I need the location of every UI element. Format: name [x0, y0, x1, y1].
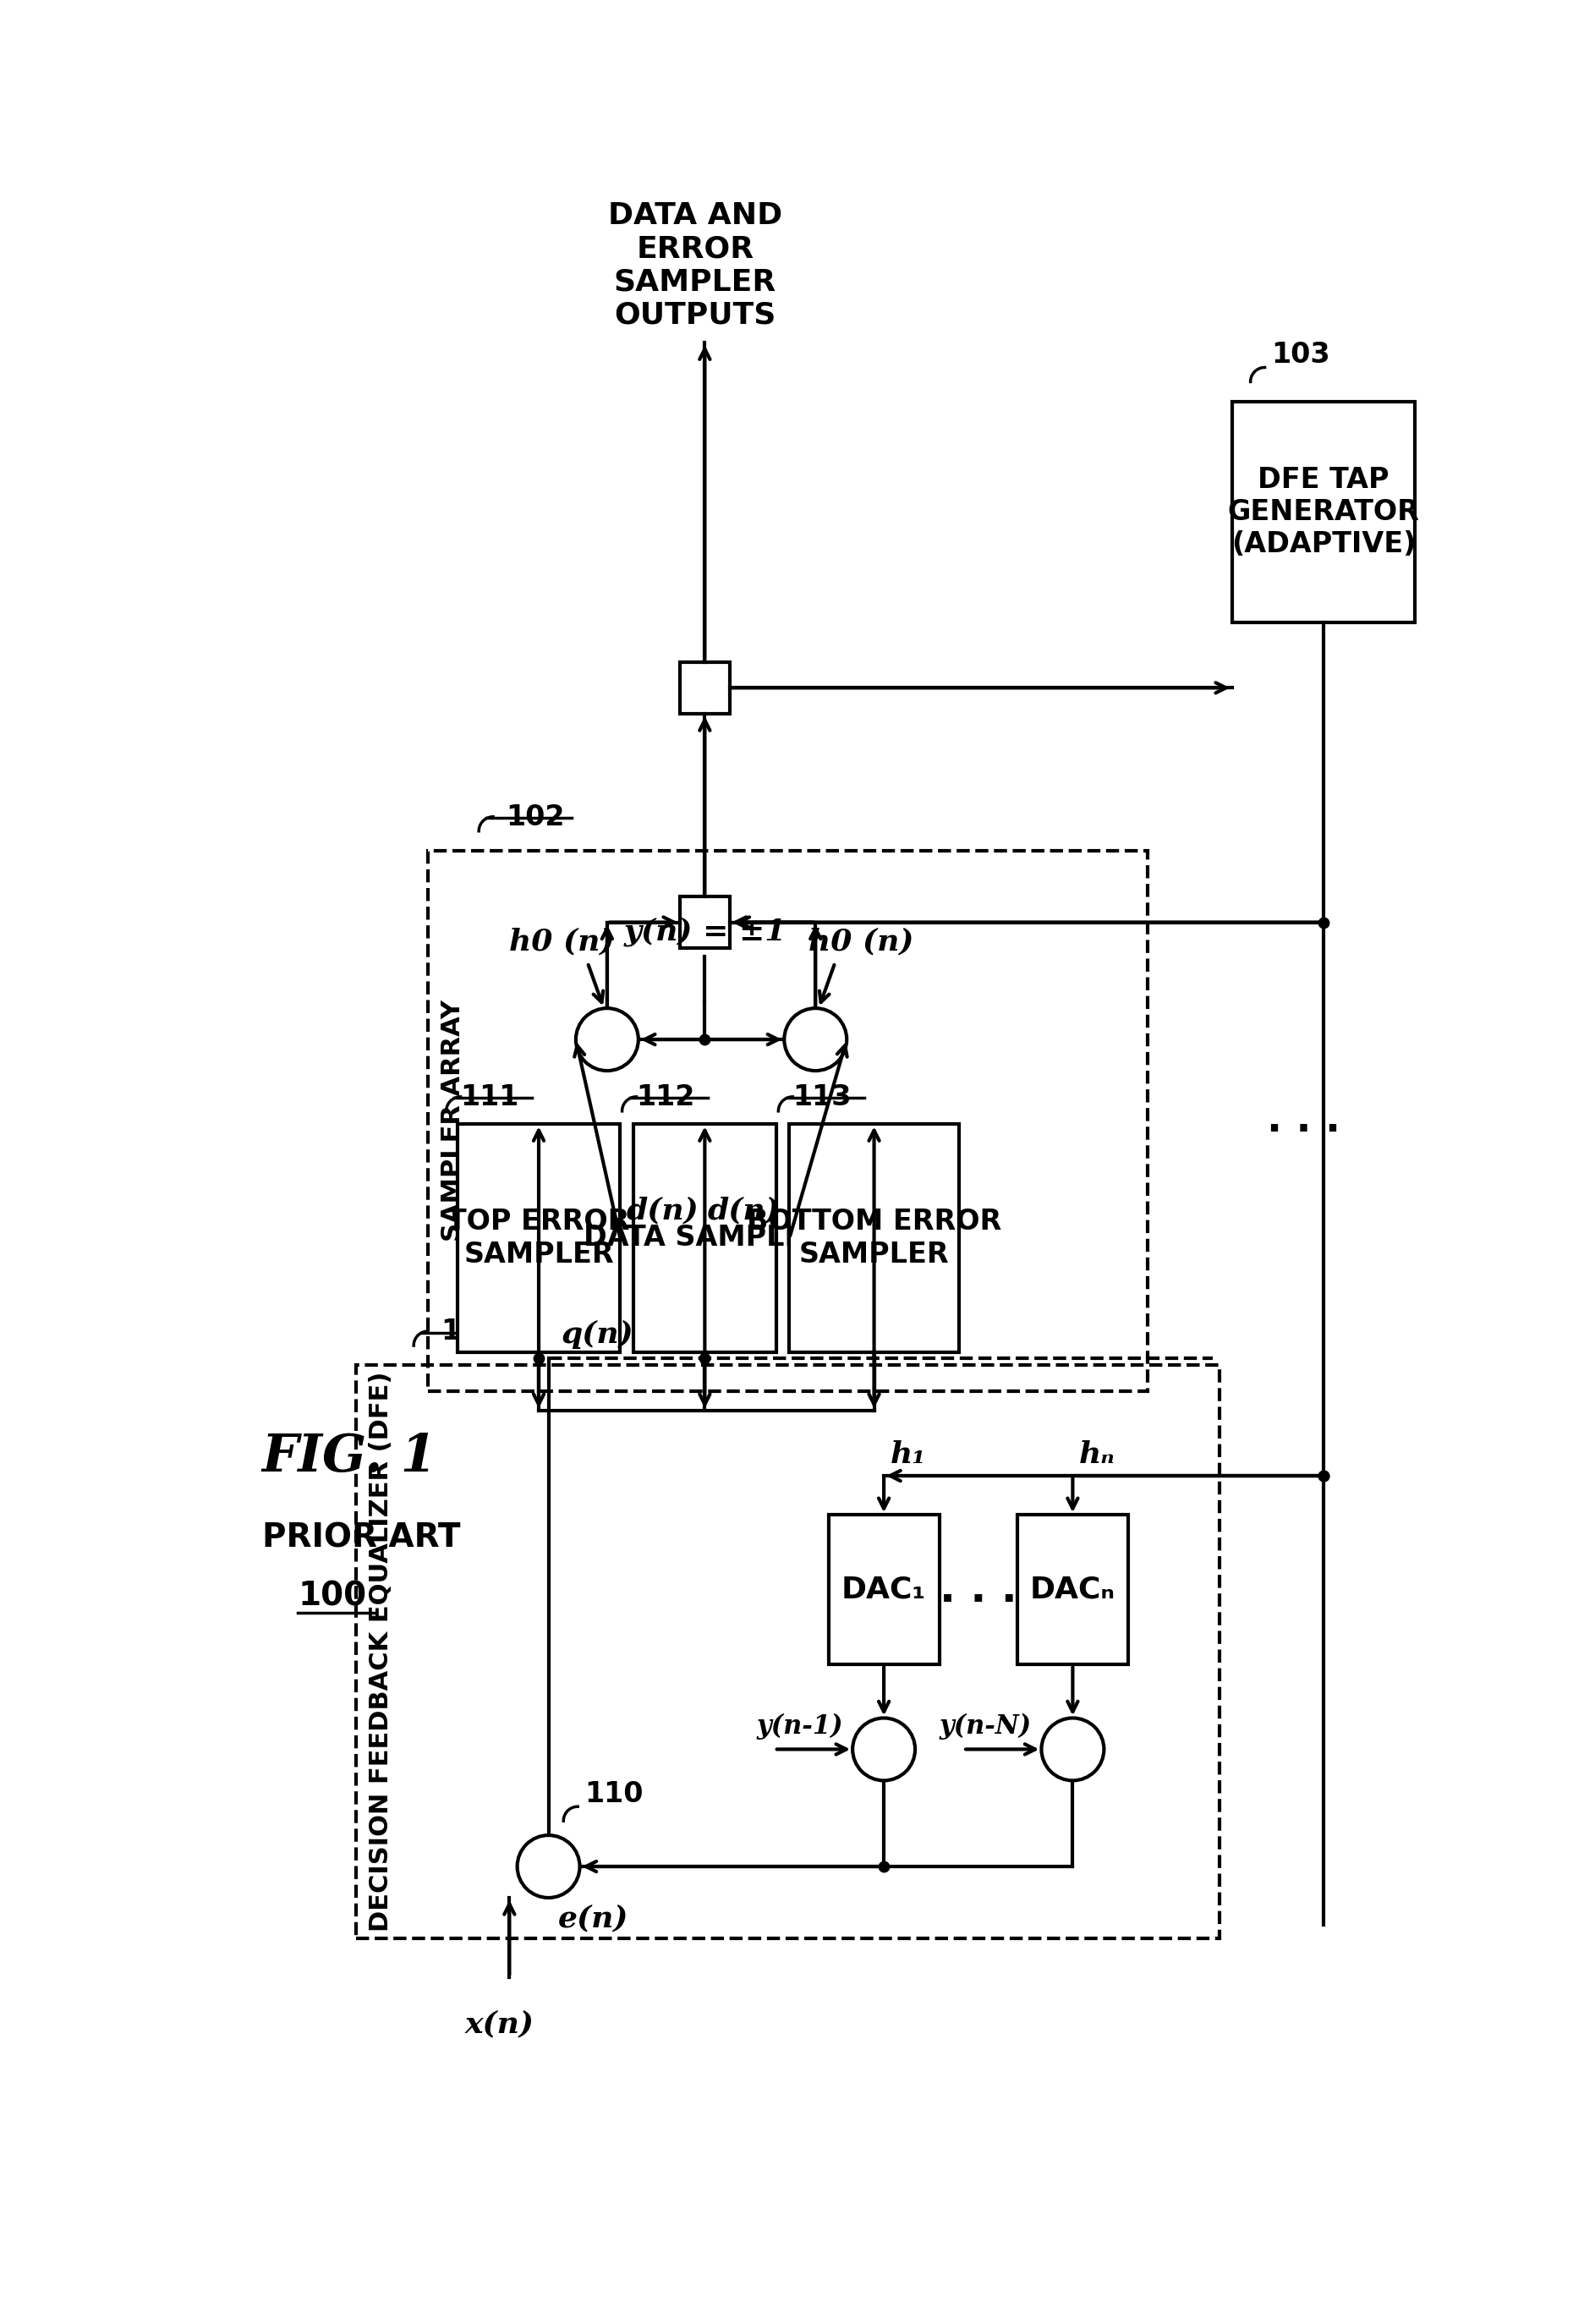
Text: DAC₁: DAC₁	[842, 1576, 927, 1604]
Circle shape	[853, 1717, 916, 1780]
Text: X: X	[1059, 1731, 1086, 1766]
Text: hₙ: hₙ	[1080, 1441, 1115, 1469]
Text: X: X	[802, 1023, 829, 1057]
Text: DFE TAP
GENERATOR
(ADAPTIVE): DFE TAP GENERATOR (ADAPTIVE)	[1228, 465, 1420, 558]
Bar	[679, 662, 729, 713]
Text: 103: 103	[1271, 342, 1330, 370]
Text: y(n) = ±1: y(n) = ±1	[624, 918, 786, 946]
Text: y(n-N): y(n-N)	[939, 1713, 1032, 1738]
Text: h0 (n): h0 (n)	[809, 927, 914, 955]
Circle shape	[785, 1009, 847, 1071]
Bar	[427, 851, 1147, 1392]
Text: PRIOR ART: PRIOR ART	[262, 1522, 461, 1555]
Text: +: +	[533, 1845, 565, 1882]
Text: SAMPLER ARRAY: SAMPLER ARRAY	[440, 999, 466, 1241]
Text: X: X	[871, 1731, 898, 1766]
Bar	[356, 1364, 1219, 1938]
Text: d(n): d(n)	[707, 1197, 780, 1225]
Text: 111: 111	[461, 1083, 520, 1111]
Text: TOP ERROR
SAMPLER: TOP ERROR SAMPLER	[448, 1208, 630, 1269]
Bar	[679, 897, 729, 948]
Circle shape	[517, 1836, 579, 1899]
Text: X: X	[593, 1023, 620, 1057]
Bar	[1018, 1515, 1128, 1664]
Text: BOTTOM ERROR
SAMPLER: BOTTOM ERROR SAMPLER	[746, 1208, 1002, 1269]
Text: 112: 112	[636, 1083, 695, 1111]
Text: FIG. 1: FIG. 1	[262, 1432, 437, 1483]
Bar	[633, 1125, 777, 1353]
Bar	[790, 1125, 959, 1353]
Text: 110: 110	[584, 1780, 643, 1808]
Bar	[1233, 402, 1415, 623]
Text: e(n): e(n)	[558, 1903, 628, 1934]
Text: q(n): q(n)	[561, 1320, 635, 1348]
Text: h0 (n): h0 (n)	[509, 927, 614, 955]
Bar	[828, 1515, 939, 1664]
Text: . . .: . . .	[939, 1569, 1018, 1611]
Circle shape	[576, 1009, 638, 1071]
Bar	[458, 1125, 620, 1353]
Text: 100: 100	[298, 1580, 367, 1613]
Text: d(n): d(n)	[627, 1197, 699, 1225]
Text: DACₙ: DACₙ	[1030, 1576, 1115, 1604]
Text: y(n-1): y(n-1)	[756, 1713, 842, 1738]
Text: . . .: . . .	[1266, 1102, 1341, 1139]
Text: 102: 102	[506, 804, 565, 832]
Circle shape	[1042, 1717, 1104, 1780]
Text: 101: 101	[442, 1318, 499, 1346]
Text: DATA AND
ERROR
SAMPLER
OUTPUTS: DATA AND ERROR SAMPLER OUTPUTS	[608, 200, 782, 330]
Text: DECISION FEEDBACK EQUALIZER (DFE): DECISION FEEDBACK EQUALIZER (DFE)	[368, 1371, 394, 1931]
Text: x(n): x(n)	[466, 2010, 534, 2038]
Text: DATA SAMPLER: DATA SAMPLER	[584, 1225, 826, 1253]
Text: 113: 113	[793, 1083, 852, 1111]
Text: h₁: h₁	[890, 1441, 927, 1469]
